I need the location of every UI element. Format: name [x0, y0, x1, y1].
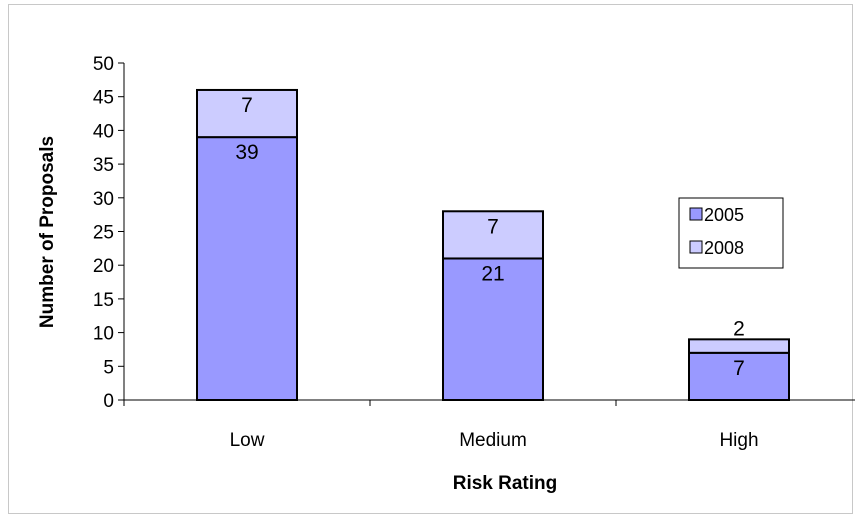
- bars: [196, 88, 790, 402]
- x-axis-title: Risk Rating: [453, 473, 558, 494]
- legend-label-2008: 2008: [704, 238, 744, 258]
- data-label-medium-2005: 21: [481, 262, 504, 285]
- x-axis: Low Medium High: [123, 399, 855, 451]
- y-axis: 0 5 10 15 20 25 30 35 40 45 50: [93, 54, 125, 412]
- data-label-low-2005: 39: [235, 141, 258, 164]
- y-tick-label-30: 30: [93, 189, 114, 210]
- x-tick-label-high: High: [719, 430, 758, 451]
- bar-high-2008: [688, 338, 790, 354]
- legend: 2005 2008: [678, 197, 784, 269]
- data-label-high-2005: 7: [733, 357, 745, 380]
- y-tick-label-45: 45: [93, 88, 114, 109]
- y-tick-label-0: 0: [103, 391, 114, 412]
- y-tick-label-35: 35: [93, 155, 114, 176]
- data-label-low-2008: 7: [241, 94, 253, 117]
- bar-low-2008: [196, 88, 298, 139]
- y-tick-label-25: 25: [93, 223, 114, 244]
- data-label-high-2008: 2: [733, 317, 745, 340]
- bar-high-2005: [688, 351, 790, 402]
- data-label-medium-2008: 7: [487, 215, 499, 238]
- legend-swatch-2005: [689, 207, 703, 221]
- y-tick-label-50: 50: [93, 54, 114, 75]
- bar-low-2005: [196, 136, 298, 401]
- x-tick-label-medium: Medium: [459, 430, 527, 451]
- data-labels: 39 7 21 7 7 2: [235, 94, 745, 380]
- y-tick-label-5: 5: [103, 357, 114, 378]
- bar-medium-2008: [442, 210, 544, 260]
- y-axis-title: Number of Proposals: [37, 136, 58, 328]
- bar-medium-2005: [442, 257, 544, 401]
- y-tick-label-10: 10: [93, 324, 114, 345]
- legend-swatch-2008: [689, 240, 703, 254]
- y-tick-label-20: 20: [93, 256, 114, 277]
- x-tick-label-low: Low: [230, 430, 265, 451]
- y-tick-label-40: 40: [93, 121, 114, 142]
- legend-label-2005: 2005: [704, 205, 744, 225]
- y-tick-label-15: 15: [93, 290, 114, 311]
